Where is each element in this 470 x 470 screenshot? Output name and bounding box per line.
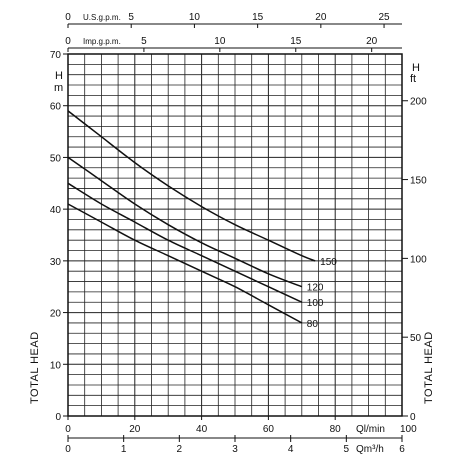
right-tick-label: 50 [410,333,422,344]
top-tick-label: 5 [141,36,147,47]
top-tick-label: 0 [65,12,71,23]
bottom-axis-m3h: 0 1 2 3 4 5 6 [65,435,405,455]
m3h-tick-label: 0 [65,444,71,455]
chart-grid [67,53,403,417]
left-tick-label: 30 [50,257,62,268]
left-tick-label: 40 [50,205,62,216]
m3h-tick-label: 1 [121,444,127,455]
right-axis-title: TOTAL HEAD [423,331,435,404]
left-axis-title: TOTAL HEAD [29,331,41,404]
right-tick-label: 100 [410,254,427,265]
series-label-120: 120 [307,283,324,294]
m3h-tick-label: 6 [399,444,405,455]
left-tick-label: 70 [50,50,62,61]
bottom-tick-label: 80 [330,424,342,435]
top-axis-us-gpm-label: U.S.g.p.m. [83,13,121,22]
top-tick-label: 20 [366,36,378,47]
bottom-tick-label: 20 [129,424,141,435]
left-tick-label: 10 [50,360,62,371]
right-unit-ft: ft [410,73,416,85]
top-tick-label: 5 [128,12,134,23]
plot-frame [67,53,403,417]
x-unit-label: Ql/min [356,424,385,435]
top-axis-us-gpm: 0 5 10 15 20 25 [65,12,402,28]
bottom-tick-label: 40 [196,424,208,435]
series-label-80: 80 [307,319,319,330]
left-tick-label: 60 [50,102,62,113]
bottom-axis-lmin: 0 20 40 60 80 [65,416,341,435]
series-curve-100 [67,182,303,303]
top-tick-label: 0 [65,36,71,47]
top-tick-label: 25 [378,12,390,23]
left-unit-m: m [54,82,63,94]
m3h-tick-label: 5 [344,444,350,455]
top-tick-label: 10 [214,36,226,47]
x-end-label: 100 [400,424,417,435]
m3h-unit-label: Qm³/h [356,444,384,455]
top-axis-imp-gpm: 0 5 10 15 20 [65,36,402,52]
right-tick-label: 200 [410,97,427,108]
series-curve-80 [67,203,303,324]
series-label-150: 150 [320,257,337,268]
left-tick-label: 20 [50,309,62,320]
m3h-tick-label: 4 [288,444,294,455]
top-axis-imp-gpm-label: Imp.g.p.m. [83,37,121,46]
right-tick-label: 0 [410,412,416,423]
bottom-tick-label: 0 [65,424,71,435]
bottom-tick-label: 60 [263,424,275,435]
right-unit-h: H [412,62,420,74]
left-axis-meters: 0 10 20 30 40 50 60 70 [50,50,68,423]
top-tick-label: 15 [290,36,302,47]
left-tick-label: 0 [55,412,61,423]
top-tick-label: 20 [315,12,327,23]
series-curve-150 [67,110,316,262]
right-tick-label: 150 [410,176,427,187]
left-unit-h: H [55,70,63,82]
left-tick-label: 50 [50,153,62,164]
series-layer: 150 120 100 80 [67,110,337,330]
top-tick-label: 10 [189,12,201,23]
top-tick-label: 15 [252,12,264,23]
series-curve-120 [67,156,303,288]
m3h-tick-label: 2 [177,444,183,455]
m3h-tick-label: 3 [232,444,238,455]
series-label-100: 100 [307,298,324,309]
right-axis-feet: 0 50 100 150 200 [402,97,427,423]
